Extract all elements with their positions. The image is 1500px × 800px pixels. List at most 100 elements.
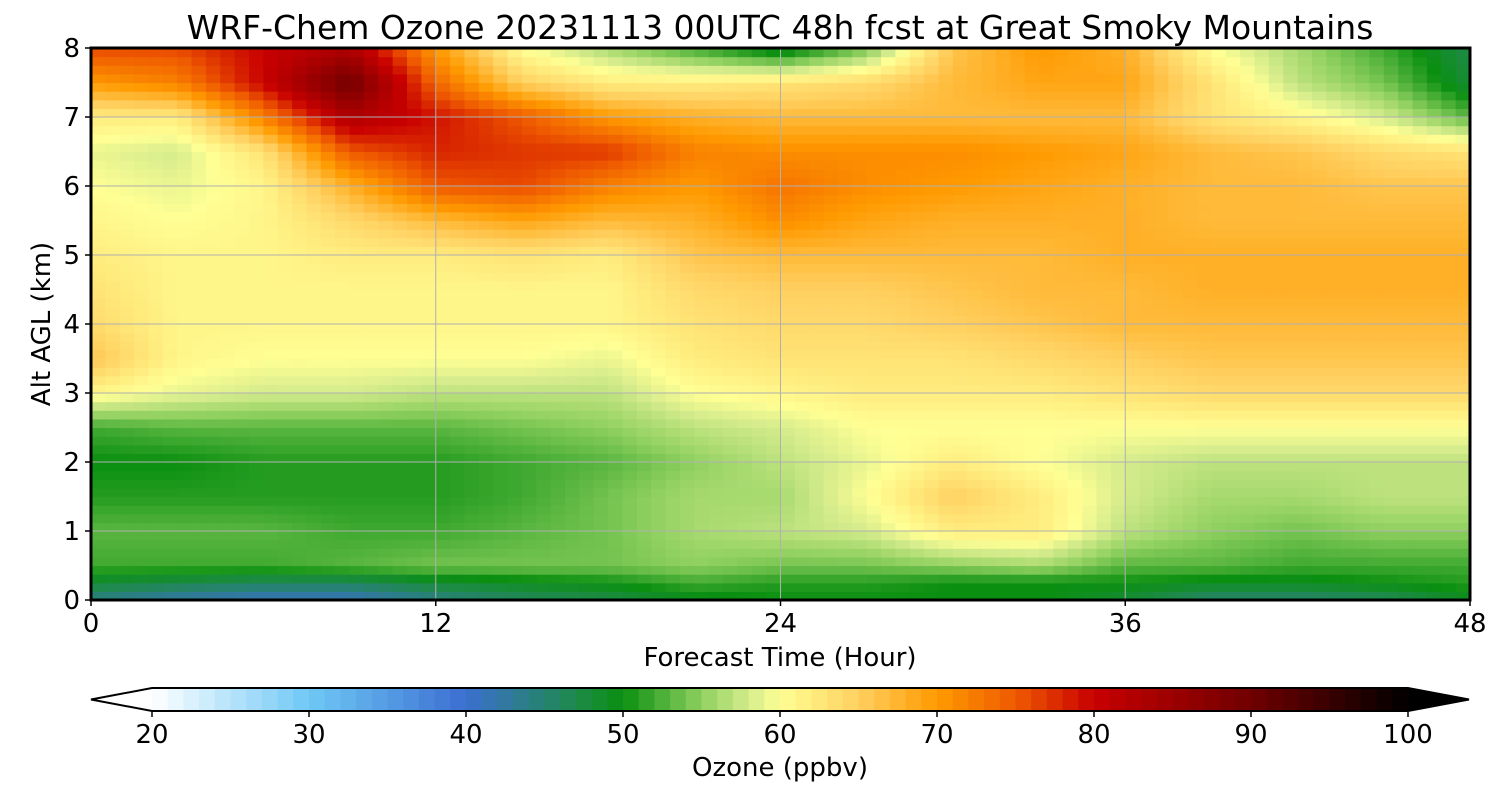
heatmap-cell (536, 582, 552, 592)
heatmap-cell (435, 393, 451, 403)
heatmap-cell (1168, 427, 1184, 437)
heatmap-cell (1067, 505, 1083, 515)
heatmap-cell (565, 220, 580, 230)
heatmap-cell (1067, 289, 1083, 299)
heatmap-cell (134, 513, 150, 523)
heatmap-cell (1096, 462, 1112, 472)
heatmap-cell (1369, 453, 1385, 463)
heatmap-cell (349, 272, 365, 282)
heatmap-cell (162, 505, 178, 515)
heatmap-cell (967, 186, 983, 196)
heatmap-cell (565, 496, 580, 506)
heatmap-cell (1197, 211, 1213, 222)
heatmap-cell (794, 246, 810, 256)
heatmap-cell (995, 289, 1011, 299)
heatmap-cell (220, 531, 236, 541)
heatmap-cell (177, 462, 193, 472)
heatmap-cell (1455, 220, 1470, 230)
heatmap-cell (205, 384, 221, 394)
heatmap-cell (464, 341, 480, 351)
heatmap-cell (679, 384, 695, 394)
heatmap-cell (895, 272, 911, 282)
heatmap-cell (134, 246, 150, 256)
heatmap-cell (952, 479, 968, 489)
heatmap-cell (349, 194, 365, 204)
heatmap-cell (780, 418, 796, 429)
heatmap-cell (292, 229, 308, 239)
heatmap-cell (363, 505, 379, 515)
heatmap-cell (651, 436, 667, 446)
heatmap-cell (507, 341, 523, 351)
heatmap-cell (335, 315, 351, 325)
heatmap-cell (292, 393, 308, 403)
heatmap-cell (306, 151, 322, 161)
heatmap-cell (134, 220, 150, 230)
heatmap-cell (565, 539, 580, 549)
heatmap-cell (1441, 358, 1457, 368)
heatmap-cell (1125, 211, 1141, 222)
heatmap-cell (1268, 582, 1284, 592)
heatmap-cell (1355, 444, 1371, 454)
heatmap-cell (220, 462, 236, 472)
heatmap-cell (679, 479, 695, 489)
heatmap-cell (320, 479, 336, 489)
heatmap-cell (895, 203, 911, 213)
heatmap-cell (952, 548, 968, 558)
heatmap-cell (507, 384, 523, 394)
heatmap-cell (292, 324, 308, 334)
heatmap-cell (1139, 186, 1155, 196)
heatmap-cell (1326, 453, 1342, 463)
heatmap-cell (1096, 444, 1112, 454)
heatmap-cell (450, 462, 466, 472)
heatmap-cell (665, 358, 681, 368)
heatmap-cell (335, 160, 351, 170)
heatmap-cell (450, 186, 466, 196)
heatmap-cell (191, 393, 207, 403)
heatmap-cell (967, 479, 983, 489)
heatmap-cell (1455, 203, 1470, 213)
heatmap-cell (565, 341, 580, 351)
heatmap-cell (1082, 565, 1098, 575)
heatmap-cell (91, 324, 106, 334)
heatmap-cell (809, 487, 825, 498)
heatmap-cell (1369, 436, 1385, 446)
heatmap-cell (981, 237, 997, 247)
heatmap-cell (780, 349, 796, 360)
heatmap-cell (349, 574, 365, 584)
heatmap-cell (665, 418, 681, 429)
heatmap-cell (952, 203, 968, 213)
heatmap-cell (766, 436, 782, 446)
heatmap-cell (1197, 496, 1213, 506)
heatmap-cell (1082, 203, 1098, 213)
heatmap-cell (593, 151, 609, 161)
heatmap-cell (1168, 393, 1184, 403)
heatmap-cell (679, 418, 695, 429)
heatmap-cell (636, 367, 652, 377)
heatmap-cell (1039, 401, 1055, 411)
heatmap-cell (1197, 358, 1213, 368)
heatmap-cell (1297, 591, 1313, 600)
heatmap-cell (1297, 160, 1313, 170)
heatmap-cell (177, 263, 193, 273)
heatmap-cell (751, 591, 767, 600)
heatmap-cell (234, 186, 250, 196)
heatmap-cell (1268, 367, 1284, 377)
heatmap-cell (507, 177, 523, 187)
heatmap-cell (1010, 436, 1026, 446)
heatmap-cell (277, 272, 293, 282)
heatmap-cell (1240, 565, 1256, 575)
heatmap-cell (938, 358, 954, 368)
heatmap-cell (1139, 229, 1155, 239)
heatmap-cell (1412, 211, 1428, 222)
heatmap-cell (105, 160, 121, 170)
heatmap-cell (1398, 177, 1414, 187)
heatmap-cell (737, 168, 753, 178)
heatmap-cell (1355, 479, 1371, 489)
heatmap-cell (407, 462, 422, 472)
heatmap-cell (1067, 194, 1083, 204)
heatmap-cell (1024, 237, 1040, 247)
heatmap-cell (1426, 565, 1442, 575)
heatmap-cell (263, 263, 279, 273)
heatmap-cell (679, 462, 695, 472)
heatmap-cell (493, 194, 509, 204)
